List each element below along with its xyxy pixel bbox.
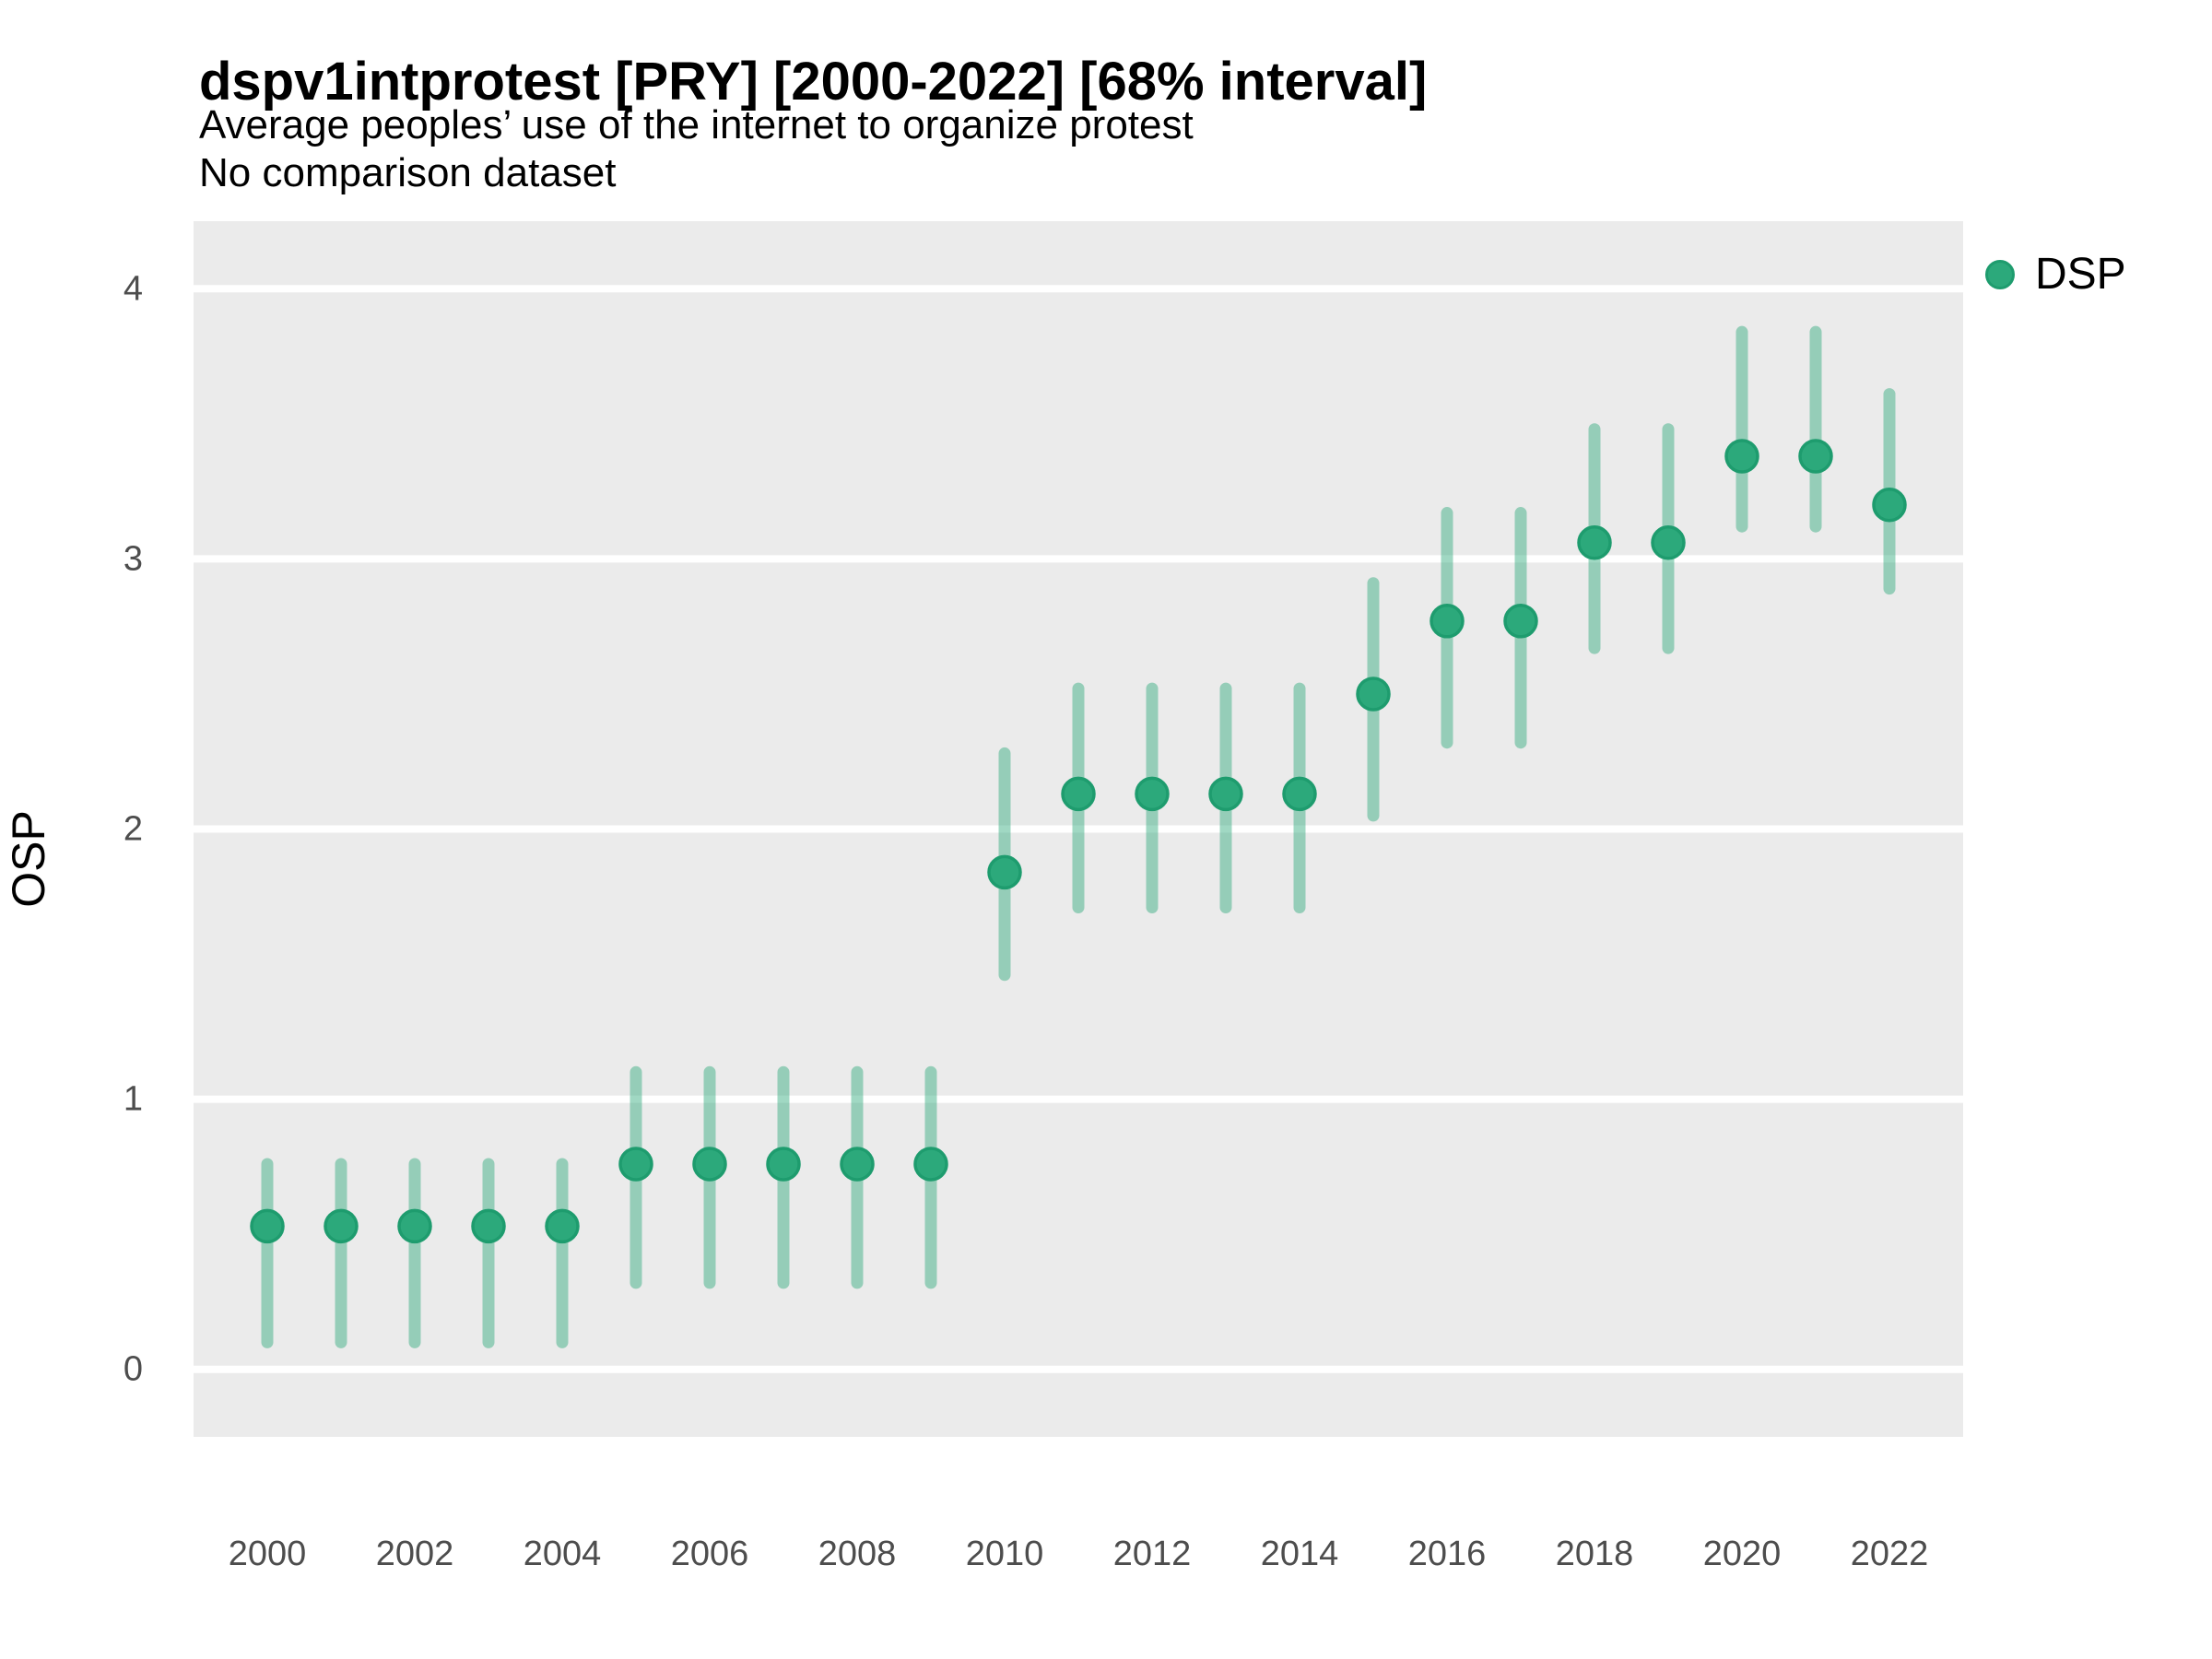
plot-marks: 0 1 2 3 4 2000 2002 2004 2006 2008 2010 2012 2014 201… [124,221,1963,1573]
x-tick-label: 2004 [524,1535,602,1573]
x-tick-label: 2016 [1408,1535,1487,1573]
point-estimate-2007 [766,1147,801,1182]
x-tick-label: 2002 [376,1535,454,1573]
legend: DSP [1985,253,2126,297]
x-tick-label: 2022 [1851,1535,1929,1573]
x-tick-label: 2012 [1113,1535,1192,1573]
point-estimate-2014 [1282,776,1317,812]
point-estimate-2005 [618,1147,653,1182]
point-estimate-2008 [840,1147,875,1182]
point-estimate-2006 [692,1147,727,1182]
y-tick-label: 1 [124,1080,143,1119]
y-tick-label: 3 [124,539,143,578]
point-estimate-2000 [250,1208,285,1244]
point-estimate-2015 [1356,677,1391,712]
point-estimate-2001 [324,1208,359,1244]
chart-title: dspv1intprotest [PRY] [2000-2022] [68% i… [199,52,1428,112]
point-estimate-2020 [1724,439,1759,474]
x-tick-label: 2018 [1556,1535,1634,1573]
point-estimate-2013 [1208,776,1243,812]
x-tick-label: 2010 [966,1535,1044,1573]
point-estimate-2012 [1135,776,1170,812]
y-tick-label: 2 [124,810,143,849]
y-tick-label: 0 [124,1350,143,1389]
chart-subtitle: Average peoples’ use of the internet to … [199,102,1194,147]
point-estimate-2016 [1430,604,1465,639]
y-axis-title: OSP [3,810,54,908]
chart-note: No comparison dataset [199,150,617,195]
point-estimate-2009 [913,1147,948,1182]
x-tick-label: 2020 [1703,1535,1782,1573]
point-estimate-2017 [1503,604,1538,639]
point-estimate-2019 [1651,525,1686,560]
x-tick-label: 2008 [818,1535,897,1573]
y-tick-label: 4 [124,269,143,308]
point-estimate-2010 [987,854,1022,890]
legend-label: DSP [2035,250,2126,299]
x-tick-label: 2006 [671,1535,749,1573]
point-estimate-2018 [1577,525,1612,560]
point-estimate-2004 [545,1208,580,1244]
x-tick-label: 2014 [1261,1535,1339,1573]
point-estimate-2003 [471,1208,506,1244]
point-estimate-2021 [1798,439,1833,474]
point-estimate-2002 [397,1208,432,1244]
point-estimate-2011 [1061,776,1096,812]
point-estimate-2022 [1872,488,1907,523]
legend-point-icon [1985,260,2015,289]
x-tick-label: 2000 [229,1535,307,1573]
